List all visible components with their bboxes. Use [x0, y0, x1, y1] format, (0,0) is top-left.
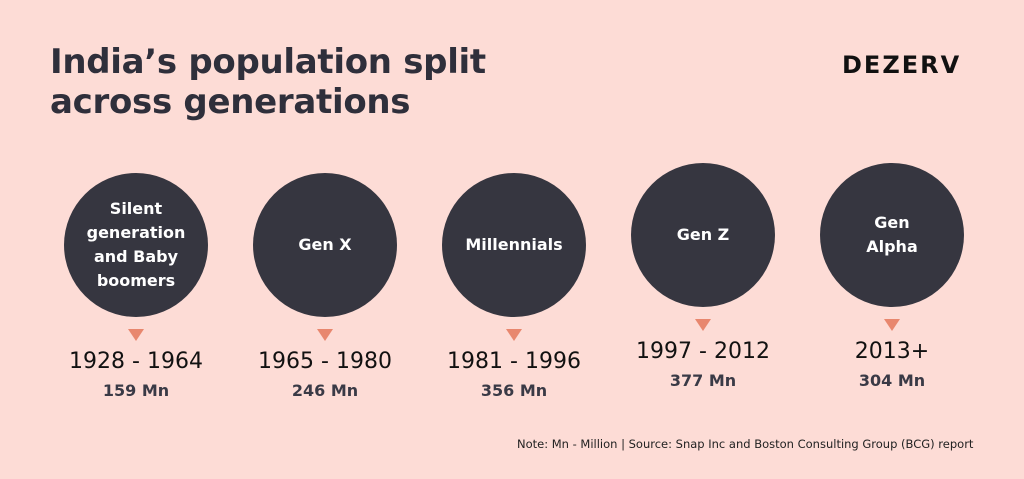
- generation-millennials: Millennials 1981 - 1996 356 Mn: [414, 173, 614, 401]
- generation-label-line: Alpha: [866, 237, 918, 256]
- down-arrow-icon: [695, 319, 711, 331]
- generation-years: 1965 - 1980: [258, 349, 392, 374]
- down-arrow-icon: [884, 319, 900, 331]
- brand-logo: DEZERV: [842, 51, 962, 79]
- title-line-1: India’s population split: [50, 42, 486, 82]
- generation-population: 246 Mn: [291, 381, 359, 400]
- page-title: India’s population split across generati…: [50, 42, 486, 122]
- generation-label-line: Gen: [874, 213, 910, 232]
- generation-circle: Gen X: [253, 173, 397, 317]
- down-arrow-icon: [506, 329, 522, 341]
- generation-population: 356 Mn: [480, 381, 548, 400]
- generation-label-line: Silent: [109, 199, 163, 218]
- title-line-2: across generations: [50, 82, 411, 122]
- generation-years: 1997 - 2012: [636, 339, 770, 364]
- generation-circle: Gen Z: [631, 163, 775, 307]
- generation-label-line: Millennials: [465, 235, 563, 254]
- generation-years: 1928 - 1964: [69, 349, 203, 374]
- down-arrow-icon: [317, 329, 333, 341]
- generation-gen-z: Gen Z 1997 - 2012 377 Mn: [603, 163, 803, 391]
- generation-years: 1981 - 1996: [447, 349, 581, 374]
- generation-population: 377 Mn: [669, 371, 737, 390]
- generation-label-line: boomers: [96, 271, 176, 290]
- generation-gen-alpha: Gen Alpha 2013+ 304 Mn: [792, 163, 992, 391]
- generation-circle: Gen Alpha: [820, 163, 964, 307]
- generation-label-line: and Baby: [93, 247, 179, 266]
- generation-years: 2013+: [854, 339, 930, 364]
- generation-silent-boomers: Silent generation and Baby boomers 1928 …: [36, 173, 236, 401]
- generation-label-line: Gen Z: [676, 225, 730, 244]
- down-arrow-icon: [128, 329, 144, 341]
- generation-gen-x: Gen X 1965 - 1980 246 Mn: [225, 173, 425, 401]
- generation-circle: Millennials: [442, 173, 586, 317]
- generation-circle: Silent generation and Baby boomers: [64, 173, 208, 317]
- generation-population: 159 Mn: [102, 381, 170, 400]
- source-note: Note: Mn - Million | Source: Snap Inc an…: [517, 437, 974, 451]
- generation-label-line: Gen X: [298, 235, 352, 254]
- generation-label-line: generation: [86, 223, 186, 242]
- generation-population: 304 Mn: [858, 371, 926, 390]
